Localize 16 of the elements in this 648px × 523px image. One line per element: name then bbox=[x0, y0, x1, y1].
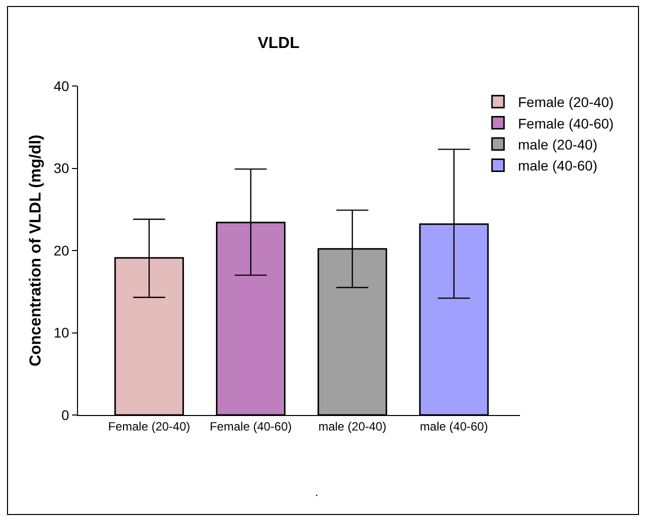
legend-label: male (40-60) bbox=[518, 158, 598, 174]
y-tick-label: 0 bbox=[61, 406, 70, 423]
x-tick-label: male (20-40) bbox=[318, 419, 386, 434]
x-tick-label: Female (20-40) bbox=[108, 419, 190, 434]
x-tick-label: Female (40-60) bbox=[210, 419, 292, 434]
text: . bbox=[315, 485, 318, 499]
x-tick-label: male (40-60) bbox=[420, 419, 488, 434]
chart-title: VLDL bbox=[258, 34, 300, 52]
y-tick-label: 40 bbox=[54, 78, 70, 94]
y-tick-label: 30 bbox=[54, 160, 70, 176]
legend-label: Female (20-40) bbox=[518, 94, 614, 110]
y-tick-label: 10 bbox=[54, 324, 70, 341]
legend-label: male (20-40) bbox=[518, 136, 598, 152]
y-tick-label: 20 bbox=[54, 242, 70, 258]
y-axis-title: Concentration of VLDL (mg/dl) bbox=[28, 134, 45, 366]
legend-label: Female (40-60) bbox=[518, 115, 614, 132]
